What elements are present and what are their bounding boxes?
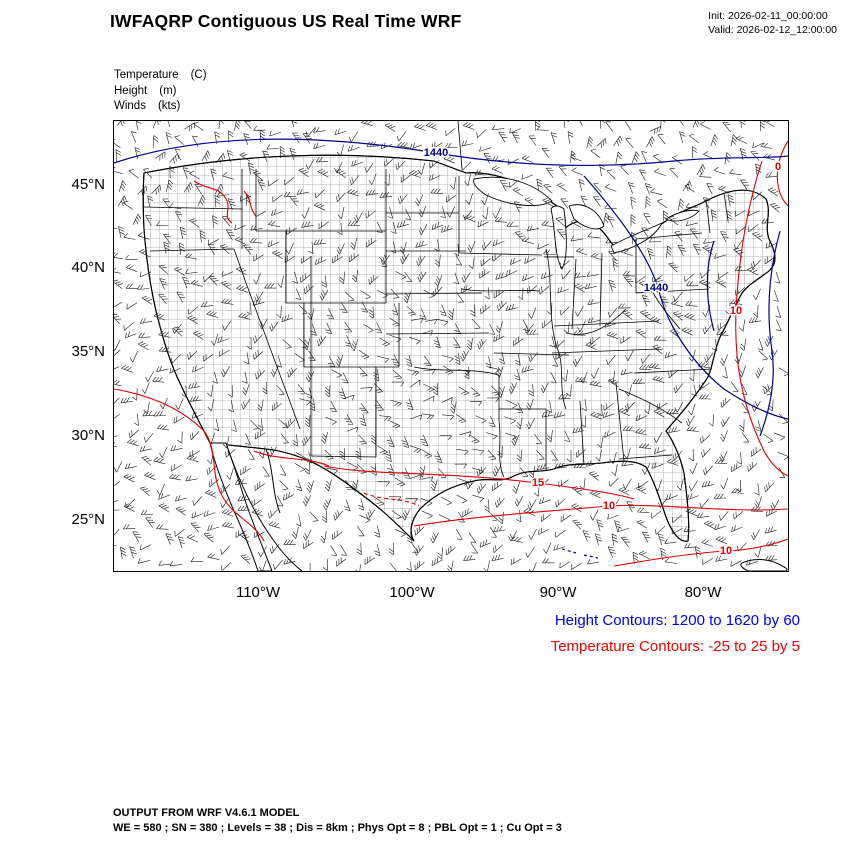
variable-name: Height [114, 84, 148, 97]
legend-row: Temperature (C) [114, 68, 207, 84]
lon-tick-label: 90°W [539, 584, 577, 601]
state-borders [143, 121, 729, 478]
variable-name: Temperature [114, 69, 179, 81]
height-contour-label: 1440 [644, 282, 668, 294]
lon-tick-label: 100°W [389, 584, 435, 601]
temperature-contour-label: 10 [720, 545, 732, 557]
plot-title: IWFAQRP Contiguous US Real Time WRF [110, 11, 462, 31]
variable-name: Winds [114, 100, 146, 112]
contour-labels: 1440 1440 0 10 15 10 10 [422, 146, 782, 559]
mexico-border-line [265, 448, 281, 514]
legend-row: Winds (kts) [114, 99, 207, 115]
height-contour-caption: Height Contours: 1200 to 1620 by 60 [554, 612, 800, 629]
model-name-line: OUTPUT FROM WRF V4.6.1 MODEL [113, 807, 300, 819]
temperature-contour-label: 15 [532, 477, 544, 489]
lon-tick-label: 110°W [235, 584, 281, 601]
lake-huron [568, 204, 605, 230]
lake-michigan [550, 205, 567, 270]
weather-map: 1440 1440 0 10 15 10 10 [114, 121, 788, 571]
init-time-label: Init: 2026-02-11_00:00:00 [708, 10, 828, 22]
legend-row: Height (m) [114, 84, 207, 100]
variable-unit: (C) [190, 69, 207, 81]
temperature-contour-label: 10 [603, 500, 615, 512]
baja-peninsula [209, 442, 273, 571]
model-config-line: WE = 580 ; SN = 380 ; Levels = 38 ; Dis … [113, 821, 562, 834]
cuba-island [740, 559, 788, 571]
map-frame: 1440 1440 0 10 15 10 10 [113, 120, 789, 572]
temperature-contour-label: 0 [775, 161, 781, 173]
temperature-contours [114, 140, 788, 567]
lat-tick-label: 25°N [71, 511, 105, 528]
wind-barbs-layer [114, 121, 788, 571]
valid-time-label: Valid: 2026-02-12_12:00:00 [708, 23, 837, 36]
lat-tick-label: 40°N [71, 259, 105, 276]
lon-tick-label: 80°W [684, 584, 722, 601]
run-info: Init: 2026-02-11_00:00:00 Valid: 2026-02… [708, 10, 837, 37]
lat-tick-label: 35°N [71, 343, 105, 360]
variable-unit: (m) [159, 84, 177, 97]
temperature-contour-caption: Temperature Contours: -25 to 25 by 5 [550, 638, 800, 655]
mexico-coast [225, 442, 303, 571]
lake-superior [473, 176, 553, 206]
lat-tick-label: 45°N [71, 176, 105, 193]
model-footer: OUTPUT FROM WRF V4.6.1 MODEL WE = 580 ; … [113, 806, 562, 835]
height-contours [114, 138, 788, 559]
temperature-contour-label: 10 [730, 305, 742, 317]
height-contour-label: 1440 [424, 147, 448, 159]
variable-unit: (kts) [157, 100, 181, 112]
variable-legend: Temperature (C) Height (m) Winds (kts) [114, 68, 207, 115]
lat-tick-label: 30°N [71, 427, 105, 444]
neighbor-geography [209, 442, 788, 571]
